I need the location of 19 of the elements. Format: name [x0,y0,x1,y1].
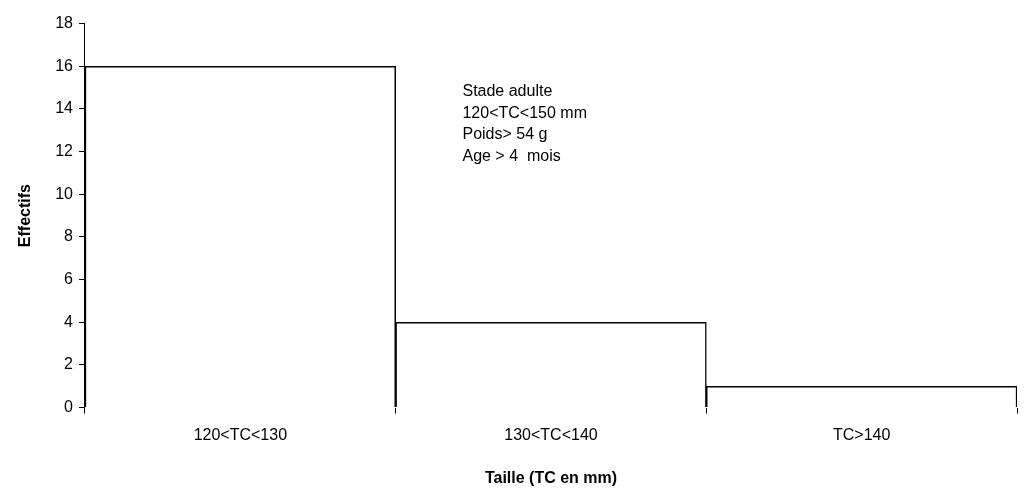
y-tick-label: 4 [64,312,74,330]
annotation: Stade adulte [462,82,553,100]
x-tick-label: TC>140 [832,425,891,443]
y-tick-label: 14 [55,99,74,117]
y-axis-title: Effectifs [16,183,34,248]
x-tick-label: 130<TC<140 [504,425,598,443]
annotation: 120<TC<150 mm [462,103,587,121]
y-tick-label: 0 [64,398,74,416]
y-tick-label: 2 [64,355,74,373]
y-tick-label: 10 [55,184,74,202]
y-tick-label: 18 [55,14,74,32]
y-tick-label: 12 [55,142,74,160]
annotation: Age > 4 mois [462,146,561,164]
y-tick-label: 8 [64,227,74,245]
y-tick-label: 6 [64,270,74,288]
x-tick-label: 120<TC<130 [193,425,288,443]
x-axis-title: Taille (TC en mm) [484,468,618,486]
y-tick-label: 16 [55,56,74,74]
annotation: Poids> 54 g [462,125,548,143]
